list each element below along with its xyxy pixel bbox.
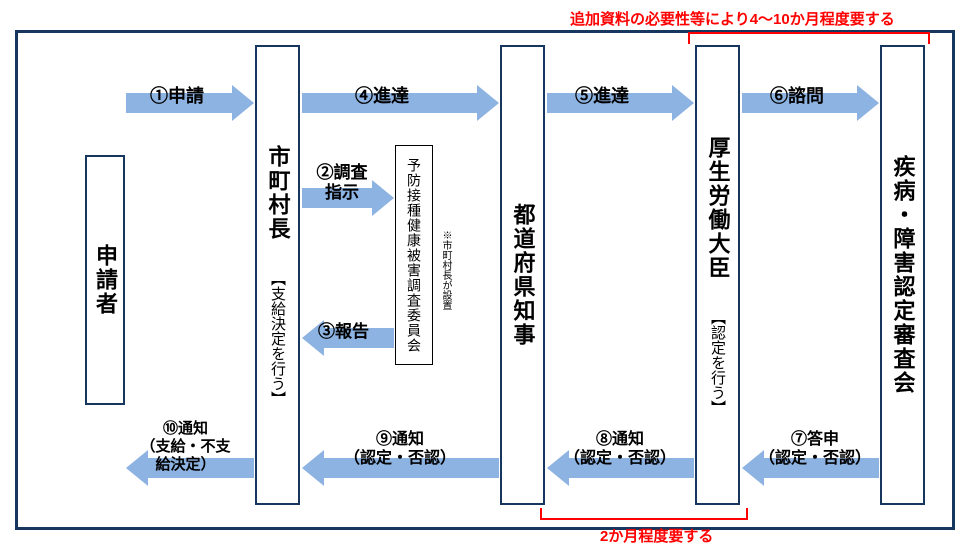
label-applicant: 申請者 — [89, 244, 121, 316]
label-governor: 都道府県知事 — [507, 203, 539, 347]
bracket-bottom — [540, 508, 748, 520]
box-governor: 都道府県知事 — [500, 45, 545, 505]
box-mayor: 市町村長 【支給決定を行う】 — [255, 45, 300, 505]
note-bottom-red: 2か月程度要する — [600, 525, 713, 546]
arrow-1-label: ①申請 — [150, 82, 204, 108]
note-committee: ※市町村長が設置 — [438, 230, 453, 310]
sub-mayor: 【支給決定を行う】 — [267, 271, 288, 406]
label-mayor: 市町村長 — [262, 145, 294, 241]
label-committee: 予防接種健康被害調査委員会 — [404, 158, 424, 353]
arrow-9-label: ⑨通知（認定・否認） — [340, 430, 460, 468]
arrow-3-label: ③報告 — [318, 317, 369, 342]
bracket-top — [688, 32, 930, 44]
arrow-5-label: ⑤進達 — [575, 82, 629, 108]
arrow-8-label: ⑧通知（認定・否認） — [560, 430, 680, 468]
arrow-10-label: ⑩通知（支給・不支給決定） — [123, 420, 248, 474]
sub-minister: 【認定を行う】 — [707, 310, 728, 415]
label-minister: 厚生労働大臣 — [702, 136, 734, 280]
label-council: 疾病・障害認定審査会 — [887, 155, 919, 395]
arrow-6-label: ⑥諮問 — [770, 82, 824, 108]
box-council: 疾病・障害認定審査会 — [880, 45, 925, 505]
box-minister: 厚生労働大臣 【認定を行う】 — [695, 45, 740, 505]
arrow-2-label: ②調査指示 — [312, 163, 372, 202]
arrow-7-label: ⑦答申（認定・否認） — [755, 430, 875, 468]
box-applicant: 申請者 — [85, 155, 125, 405]
note-top-red: 追加資料の必要性等により4～10か月程度要する — [570, 8, 895, 29]
arrow-4-label: ④進達 — [355, 82, 409, 108]
box-committee: 予防接種健康被害調査委員会 — [395, 145, 433, 365]
diagram-canvas: 追加資料の必要性等により4～10か月程度要する 申請者 市町村長 【支給決定を行… — [0, 0, 969, 560]
